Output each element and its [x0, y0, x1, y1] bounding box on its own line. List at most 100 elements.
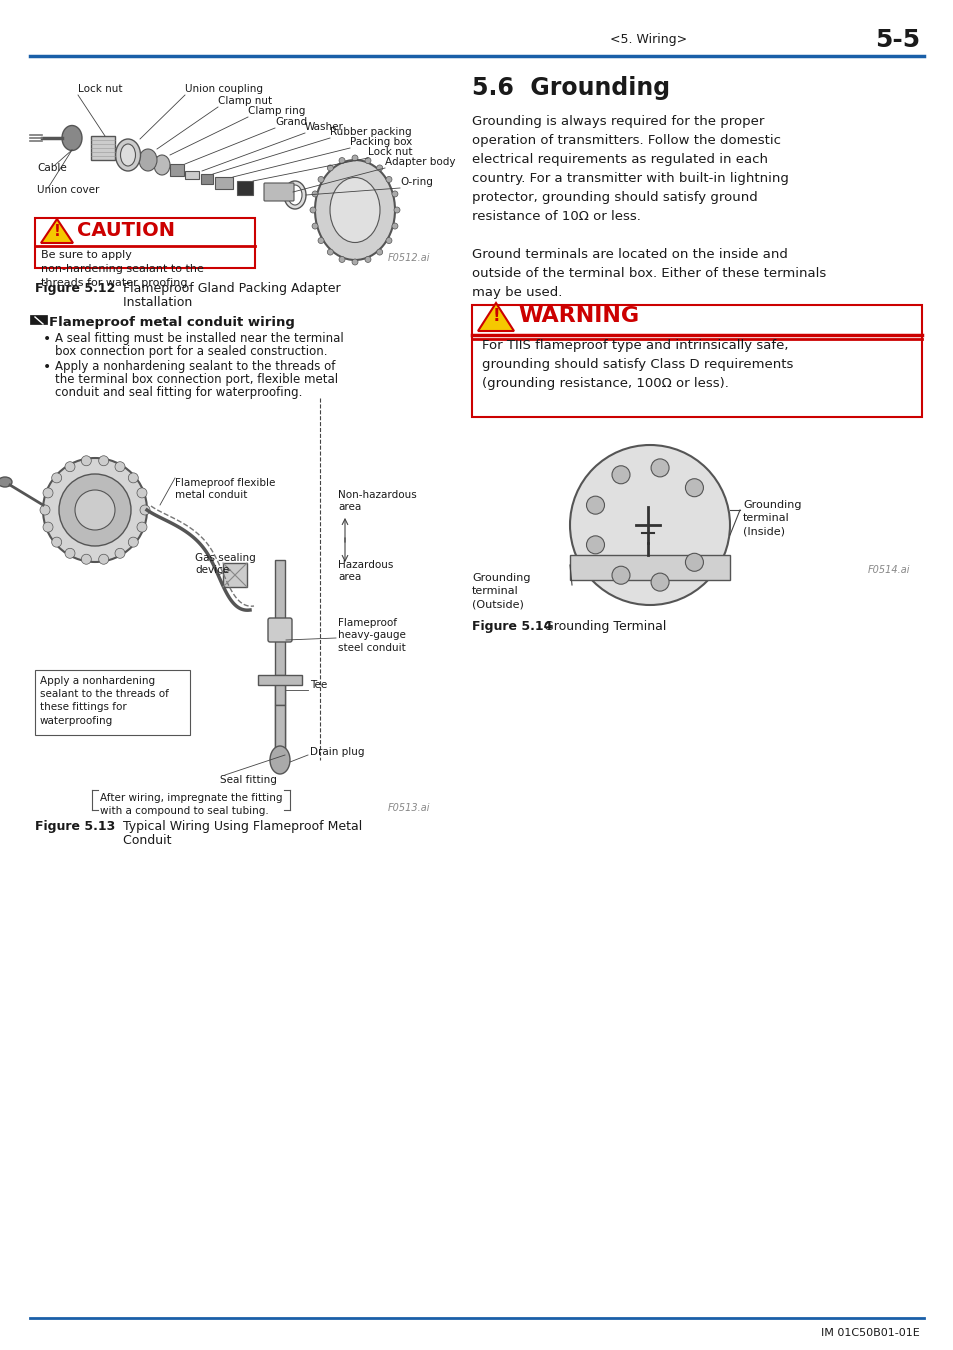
Circle shape: [684, 479, 702, 497]
Circle shape: [40, 505, 50, 514]
Circle shape: [65, 462, 75, 471]
Circle shape: [75, 490, 115, 531]
FancyBboxPatch shape: [264, 184, 294, 201]
Text: 5.6  Grounding: 5.6 Grounding: [472, 76, 669, 100]
Text: Installation: Installation: [107, 296, 193, 309]
Bar: [274, 705, 285, 760]
Bar: [236, 181, 253, 194]
Circle shape: [98, 456, 109, 466]
Bar: [201, 174, 213, 184]
Circle shape: [684, 554, 702, 571]
Text: F0513.ai: F0513.ai: [387, 803, 430, 813]
Ellipse shape: [115, 139, 140, 171]
Text: Grounding is always required for the proper
operation of transmitters. Follow th: Grounding is always required for the pro…: [472, 115, 788, 223]
Ellipse shape: [120, 144, 135, 166]
Circle shape: [137, 487, 147, 498]
Text: Conduit: Conduit: [107, 834, 172, 846]
Text: Flameproof flexible
metal conduit: Flameproof flexible metal conduit: [174, 478, 275, 501]
Polygon shape: [41, 219, 73, 243]
Text: Apply a nonhardening sealant to the threads of: Apply a nonhardening sealant to the thre…: [55, 360, 335, 373]
Text: F0514.ai: F0514.ai: [866, 566, 909, 575]
Text: Grounding
terminal
(Outside): Grounding terminal (Outside): [472, 572, 530, 609]
Text: WARNING: WARNING: [517, 306, 639, 325]
Circle shape: [612, 466, 629, 483]
Text: Flameproof
heavy-gauge
steel conduit: Flameproof heavy-gauge steel conduit: [337, 618, 405, 653]
Bar: [35, 670, 190, 734]
Circle shape: [81, 555, 91, 564]
Text: Figure 5.12: Figure 5.12: [35, 282, 115, 296]
Circle shape: [115, 462, 125, 471]
Text: Cable: Cable: [37, 163, 67, 173]
Ellipse shape: [352, 155, 357, 161]
Text: Gas sealing
device: Gas sealing device: [194, 552, 255, 575]
Text: Grounding Terminal: Grounding Terminal: [543, 620, 666, 633]
Text: Union cover: Union cover: [37, 185, 99, 194]
Text: Hazardous
area: Hazardous area: [337, 560, 393, 582]
Circle shape: [51, 537, 62, 547]
Text: !: !: [53, 224, 60, 239]
Ellipse shape: [153, 155, 170, 176]
Text: Seal fitting: Seal fitting: [220, 775, 276, 784]
Bar: [214, 177, 233, 189]
Text: Clamp nut: Clamp nut: [218, 96, 272, 107]
Ellipse shape: [338, 158, 345, 163]
Text: •: •: [43, 360, 51, 374]
Ellipse shape: [312, 223, 317, 230]
Text: Washer: Washer: [305, 122, 343, 132]
Text: Rubber packing: Rubber packing: [330, 127, 411, 136]
Text: Lock nut: Lock nut: [368, 147, 412, 157]
FancyBboxPatch shape: [268, 618, 292, 643]
Text: Clamp ring: Clamp ring: [248, 107, 305, 116]
Text: A seal fitting must be installed near the terminal: A seal fitting must be installed near th…: [55, 332, 343, 346]
Text: CAUTION: CAUTION: [77, 221, 174, 240]
Ellipse shape: [386, 238, 392, 243]
Polygon shape: [477, 302, 514, 331]
Ellipse shape: [365, 158, 371, 163]
Text: Packing box: Packing box: [350, 136, 412, 147]
Circle shape: [128, 472, 138, 483]
Ellipse shape: [314, 161, 395, 261]
Bar: [569, 555, 729, 580]
Text: !: !: [492, 306, 499, 325]
Text: Grand: Grand: [274, 117, 307, 127]
Ellipse shape: [312, 190, 317, 197]
Ellipse shape: [62, 126, 82, 150]
Text: <5. Wiring>: <5. Wiring>: [609, 34, 686, 46]
Text: For TIIS flameproof type and intrinsically safe,
grounding should satisfy Class : For TIIS flameproof type and intrinsical…: [481, 339, 793, 390]
Bar: [223, 563, 247, 587]
Circle shape: [51, 472, 62, 483]
Ellipse shape: [365, 256, 371, 262]
Ellipse shape: [338, 256, 345, 262]
Circle shape: [128, 537, 138, 547]
Ellipse shape: [284, 181, 306, 209]
Circle shape: [650, 574, 668, 591]
Bar: [170, 163, 184, 176]
Circle shape: [115, 548, 125, 559]
Text: Union coupling: Union coupling: [185, 84, 263, 95]
Text: Lock nut: Lock nut: [78, 84, 122, 95]
Circle shape: [98, 555, 109, 564]
Text: Non-hazardous
area: Non-hazardous area: [337, 490, 416, 513]
Ellipse shape: [139, 148, 157, 171]
Ellipse shape: [310, 207, 315, 213]
Bar: [185, 171, 199, 180]
Text: IM 01C50B01-01E: IM 01C50B01-01E: [821, 1328, 919, 1338]
Ellipse shape: [288, 185, 302, 205]
Circle shape: [612, 566, 629, 585]
Ellipse shape: [0, 477, 12, 487]
Circle shape: [43, 458, 147, 562]
Circle shape: [43, 522, 53, 532]
Bar: [35, 217, 254, 269]
Text: Figure 5.13: Figure 5.13: [35, 819, 115, 833]
Circle shape: [81, 456, 91, 466]
Text: Tee: Tee: [310, 680, 327, 690]
Circle shape: [586, 536, 604, 554]
Ellipse shape: [376, 248, 382, 255]
Bar: [91, 136, 115, 161]
Ellipse shape: [394, 207, 399, 213]
Text: box connection port for a sealed construction.: box connection port for a sealed constru…: [55, 346, 327, 358]
Text: After wiring, impregnate the fitting
with a compound to seal tubing.: After wiring, impregnate the fitting wit…: [100, 792, 282, 817]
Text: Grounding
terminal
(Inside): Grounding terminal (Inside): [742, 500, 801, 536]
Ellipse shape: [392, 223, 397, 230]
Text: Drain plug: Drain plug: [310, 747, 364, 757]
